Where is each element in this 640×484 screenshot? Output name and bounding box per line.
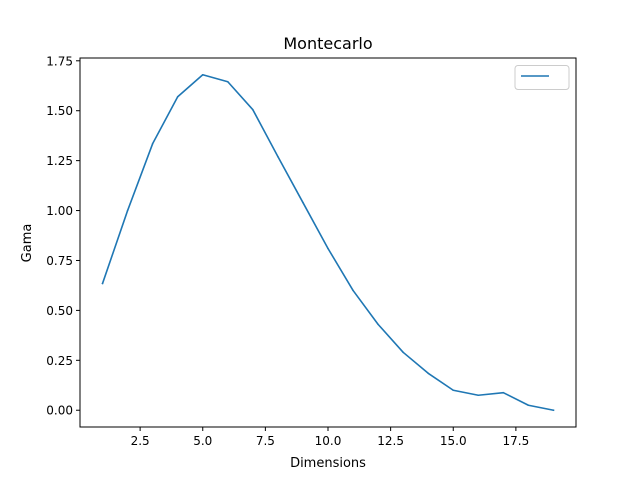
chart-title: Montecarlo: [283, 34, 372, 53]
x-tick-label: 15.0: [440, 434, 467, 448]
data-point: [252, 108, 254, 111]
data-point: [151, 142, 154, 145]
x-tick-label: 10.0: [315, 434, 342, 448]
data-point: [502, 391, 505, 394]
data-point: [352, 289, 354, 292]
data-point: [302, 201, 304, 204]
data-point: [176, 95, 179, 98]
x-tick-label: 12.5: [377, 434, 404, 448]
x-tick-label: 17.5: [503, 434, 530, 448]
series-layer: [101, 73, 555, 412]
y-tick-label: 1.75: [46, 54, 73, 68]
y-tick-label: 1.00: [46, 204, 73, 218]
data-point: [327, 247, 329, 250]
data-point: [452, 389, 455, 392]
legend: [514, 65, 570, 90]
y-tick-label: 0.25: [46, 354, 73, 368]
legend-box: [514, 65, 570, 90]
data-point: [126, 209, 129, 212]
x-tick-label: 5.0: [193, 434, 212, 448]
plot-frame: [79, 57, 577, 428]
y-tick-label: 0.50: [46, 304, 73, 318]
x-tick-label: 2.5: [131, 434, 150, 448]
y-tick-label: 1.50: [46, 104, 73, 118]
ticks-layer: 2.5 5.0 7.5 10.0 12.5 15.0 17.5 0.00 0.25 0.50 0.7…: [46, 54, 529, 448]
data-point: [277, 155, 279, 158]
data-point: [552, 409, 555, 412]
y-tick-label: 0.75: [46, 254, 73, 268]
x-tick-label: 7.5: [256, 434, 275, 448]
data-point: [377, 323, 379, 326]
data-point: [227, 80, 229, 83]
data-point: [527, 404, 530, 407]
y-tick-label: 1.25: [46, 154, 73, 168]
data-point: [402, 351, 404, 354]
data-point: [427, 372, 430, 375]
y-axis-label: Gama: [20, 224, 35, 263]
y-tick-label: 0.00: [46, 404, 73, 418]
data-point: [201, 73, 204, 76]
data-point: [101, 282, 104, 285]
x-axis-label: Dimensions: [290, 456, 366, 471]
data-point: [477, 394, 480, 397]
